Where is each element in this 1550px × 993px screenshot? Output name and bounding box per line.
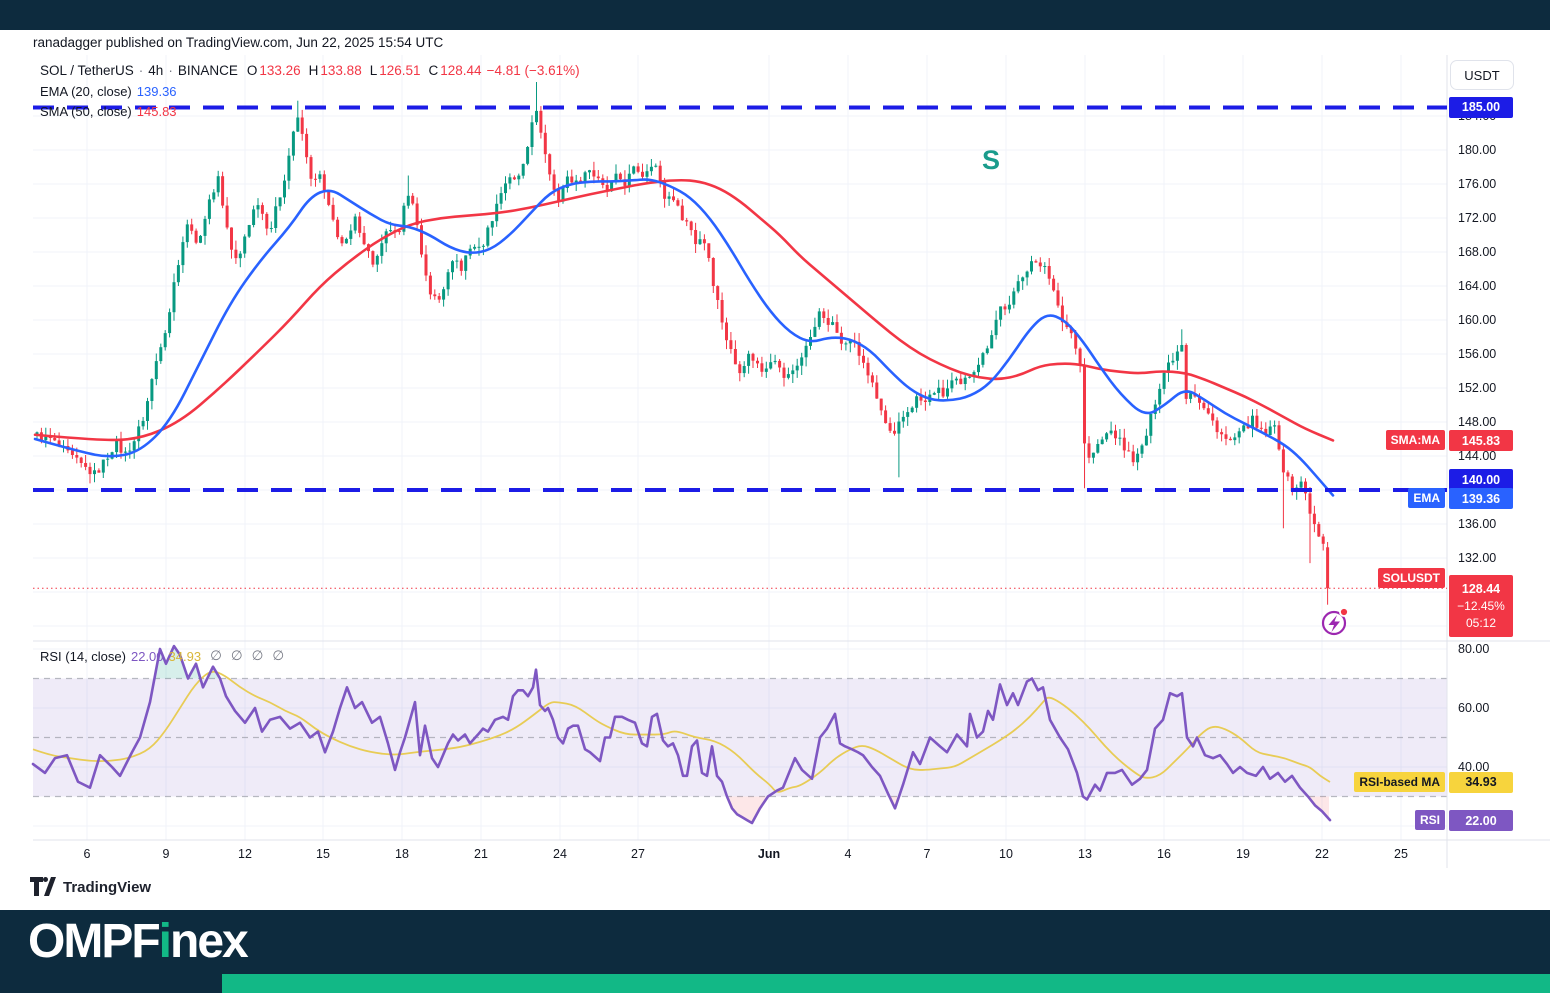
currency-toggle-button[interactable]: USDT	[1450, 60, 1514, 90]
time-tick-25: 25	[1394, 847, 1408, 861]
price-tick: 148.00	[1458, 415, 1497, 429]
sma-label: SMA (50, close)	[40, 104, 132, 119]
rsi-tick: 80.00	[1458, 642, 1490, 656]
legend-separator: ·	[168, 63, 173, 78]
symbol-legend-row[interactable]: SOL / TetherUS · 4h · BINANCE O 133.26 H 13…	[40, 63, 580, 78]
price-tick: 180.00	[1458, 143, 1497, 157]
empty-set-glyph: ∅	[272, 648, 285, 663]
tradingview-logo-icon	[30, 877, 56, 896]
top-navy-bar	[0, 0, 1550, 30]
ema-label: EMA (20, close)	[40, 84, 132, 99]
brand-green-bar	[222, 974, 1550, 993]
price-level-badge-140: 140.00	[1449, 469, 1513, 490]
rsi-value: 22.00	[130, 648, 164, 664]
time-tick-13: 13	[1078, 847, 1092, 861]
ema-legend-row[interactable]: EMA (20, close) 139.36	[40, 84, 177, 99]
brand-accent-letter: i	[158, 915, 172, 968]
time-tick-22: 22	[1315, 847, 1329, 861]
rsi-empty-plots: ∅ ∅ ∅ ∅	[210, 648, 284, 664]
sma-value: 145.83	[136, 104, 177, 119]
time-tick-7: 7	[923, 847, 931, 861]
legend-separator: ·	[138, 63, 144, 78]
time-tick-21: 21	[474, 847, 488, 861]
price-level-badge-185: 185.00	[1449, 96, 1513, 118]
time-tick-10: 10	[999, 847, 1013, 861]
time-tick-12: 12	[238, 847, 252, 861]
brand-post: nex	[170, 915, 249, 968]
ohlc-c: C 128.44	[428, 63, 482, 78]
attribution-text: ranadagger published on TradingView.com,…	[33, 35, 444, 50]
ema-value: 139.36	[136, 84, 177, 99]
rsi-value-badge: 22.00	[1449, 810, 1513, 832]
rsi-label: RSI (14, close)	[40, 648, 126, 664]
ohlc-o: O 133.26	[246, 63, 301, 78]
footer-bar: OMPFinex	[0, 910, 1550, 993]
time-tick-16: 16	[1157, 847, 1171, 861]
ompfinex-logo: OMPFinex	[28, 915, 249, 968]
last-price-badge: 128.44 −12.45% 05:12	[1449, 575, 1513, 638]
rsi-ma-line-label: RSI-based MA	[1354, 771, 1445, 792]
svg-text:S: S	[982, 145, 1000, 175]
time-tick-15: 15	[316, 847, 330, 861]
symbol-title: SOL / TetherUS	[40, 63, 134, 78]
sma-legend-row[interactable]: SMA (50, close) 145.83	[40, 104, 177, 119]
sma-line-label: SMA:MA	[1385, 430, 1445, 451]
bar-countdown: 05:12	[1465, 615, 1497, 630]
tradingview-logo-text: TradingView	[63, 878, 152, 896]
price-tick: 160.00	[1458, 313, 1497, 327]
price-tick: 176.00	[1458, 177, 1497, 191]
rsi-ma-value: 34.93	[168, 648, 202, 664]
price-tick: 136.00	[1458, 517, 1497, 531]
price-tick: 156.00	[1458, 347, 1497, 361]
rsi-legend-row[interactable]: RSI (14, close) 22.00 34.93 ∅ ∅ ∅ ∅	[40, 648, 284, 664]
ohlc-l: L 126.51	[369, 63, 421, 78]
exchange-label: BINANCE	[177, 63, 238, 78]
price-tick: 172.00	[1458, 211, 1497, 225]
symbol-line-label: SOLUSDT	[1377, 568, 1445, 589]
time-tick-24: 24	[553, 847, 567, 861]
ohlc-values: O 133.26 H 133.88 L 126.51 C 128.44	[247, 63, 482, 78]
price-tick: 168.00	[1458, 245, 1497, 259]
last-price-value: 128.44	[1461, 581, 1501, 596]
sma-value-badge: 145.83	[1449, 430, 1513, 452]
empty-set-glyph: ∅	[230, 648, 243, 663]
rsi-tick: 60.00	[1458, 701, 1490, 715]
rsi-line-label: RSI	[1414, 810, 1445, 831]
brand-pre: OMPF	[28, 915, 161, 968]
ema-line-label: EMA	[1408, 488, 1445, 508]
ohlc-h: H 133.88	[308, 63, 362, 78]
empty-set-glyph: ∅	[210, 648, 222, 663]
time-tick-18: 18	[395, 847, 409, 861]
ema-value-badge: 139.36	[1449, 488, 1513, 509]
empty-set-glyph: ∅	[251, 648, 264, 663]
time-tick-4: 4	[844, 847, 852, 861]
change-value: −4.81 (−3.61%)	[486, 63, 580, 78]
change-percent: −12.45%	[1457, 598, 1505, 613]
time-tick-Jun: Jun	[757, 847, 781, 861]
time-tick-6: 6	[83, 847, 91, 861]
price-tick: 164.00	[1458, 279, 1497, 293]
price-tick: 132.00	[1458, 551, 1497, 565]
rsi-tick: 40.00	[1458, 760, 1490, 774]
time-tick-9: 9	[162, 847, 170, 861]
time-tick-19: 19	[1236, 847, 1250, 861]
price-tick: 144.00	[1458, 449, 1497, 463]
tradingview-logo[interactable]: TradingView	[30, 877, 151, 897]
price-tick: 152.00	[1458, 381, 1497, 395]
lightning-circle-icon	[1321, 607, 1349, 636]
rsi-ma-value-badge: 34.93	[1449, 771, 1513, 793]
time-tick-27: 27	[631, 847, 645, 861]
interval-label: 4h	[148, 63, 164, 78]
